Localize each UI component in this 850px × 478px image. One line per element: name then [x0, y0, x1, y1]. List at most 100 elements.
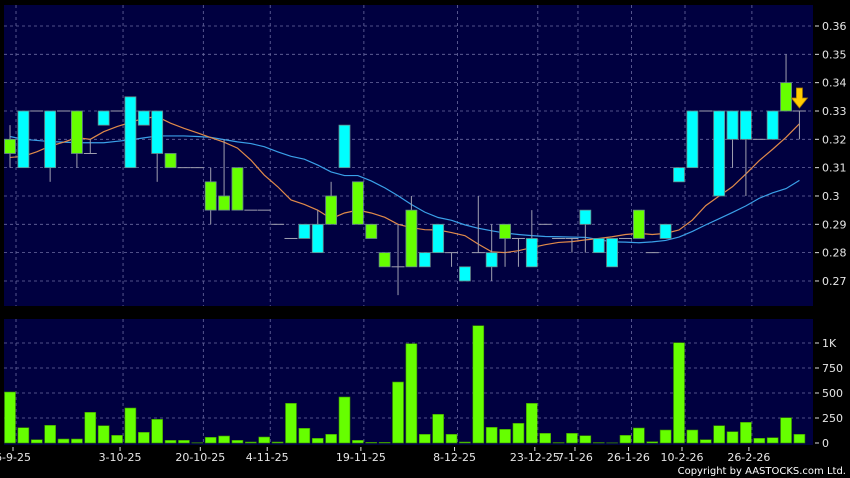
candle-body [137, 110, 150, 126]
candle-body [231, 167, 244, 211]
candle-body [311, 223, 324, 254]
volume-bar [151, 418, 163, 444]
candle [204, 167, 217, 225]
candle-body [351, 181, 364, 225]
volume-bar [245, 441, 257, 444]
candle-body [325, 195, 338, 225]
volume-bar [164, 439, 177, 444]
candle [218, 139, 230, 211]
candle-body [44, 110, 57, 169]
price-tick-label: 0.28 [822, 247, 847, 260]
date-tick-label: 6-9-25 [0, 451, 31, 464]
volume-bar [699, 439, 712, 444]
date-tick-label: 23-12-25 [510, 451, 560, 464]
candle-body [713, 110, 726, 197]
candle [151, 110, 164, 182]
candle [565, 237, 579, 253]
candle-body [459, 266, 471, 282]
volume-bar [740, 421, 752, 444]
date-tick-label: 3-10-25 [99, 451, 142, 464]
volume-bar [566, 432, 578, 444]
date-tick-label: 7-1-26 [557, 451, 593, 464]
candle-body [97, 110, 110, 126]
volume-bar [365, 441, 378, 444]
volume-bar [405, 343, 418, 444]
candle-body [405, 209, 418, 268]
candle [632, 209, 645, 239]
candle-body [686, 110, 699, 169]
candle [44, 110, 57, 182]
date-tick-label: 19-11-25 [336, 451, 386, 464]
volume-bar [298, 427, 311, 444]
candle [137, 110, 150, 126]
volume-bar [218, 435, 230, 444]
candle-body [298, 223, 311, 239]
candle-body [740, 110, 752, 140]
price-tick-label: 0.33 [822, 105, 847, 118]
volume-bar [619, 434, 632, 444]
volume-bar [526, 402, 538, 444]
ma-long-line [9, 135, 800, 244]
candle [471, 195, 485, 254]
candle [17, 110, 30, 169]
volume-bar [418, 433, 431, 444]
candle [499, 223, 511, 267]
volume-bar [646, 441, 659, 444]
volume-bar [271, 441, 284, 444]
volume-tick-label: 250 [822, 412, 843, 425]
price-tick-label: 0.32 [822, 133, 847, 146]
candle [124, 96, 137, 169]
volume-bar [44, 424, 56, 444]
candle-body [579, 209, 592, 225]
candle [511, 237, 525, 267]
candle-body [606, 238, 618, 268]
price-tick-label: 0.3 [822, 190, 840, 203]
axes: 0.27 0.28 0.29 0.3 0.31 0.32 0.33 0.34 0.35 0.36 0… [0, 20, 847, 464]
volume-tick-label: 1K [822, 337, 837, 350]
date-tick-label: 4-11-25 [246, 451, 289, 464]
candle [338, 124, 351, 169]
candle [298, 223, 311, 239]
volume-bar [57, 438, 70, 444]
volume-bar [552, 442, 565, 444]
volume-bar [17, 427, 30, 444]
candle-body [338, 124, 351, 169]
candle [726, 110, 739, 168]
candle-body [418, 252, 431, 268]
volume-bar [392, 381, 404, 444]
candle-body [218, 195, 230, 211]
candle [164, 153, 177, 169]
volume-bar [432, 413, 444, 444]
price-tick-label: 0.34 [822, 77, 847, 90]
volume-bar [204, 436, 217, 444]
candle [766, 110, 779, 140]
volume-bar [71, 438, 83, 444]
candle [432, 223, 445, 254]
volume-bar [97, 425, 110, 444]
volume-bar [659, 429, 672, 444]
volume-bar [4, 391, 16, 444]
candle-body [71, 110, 83, 154]
volume-bar [512, 422, 525, 444]
candle-body [525, 238, 538, 268]
candle-body [164, 153, 177, 169]
volume-tick-label: 0 [822, 437, 829, 450]
candle [592, 238, 605, 254]
volume-bar [592, 442, 605, 444]
volume-bar [766, 437, 779, 444]
volume-bar [780, 417, 792, 444]
volume-bar [539, 432, 552, 444]
volume-bar [793, 433, 806, 444]
candle [525, 210, 538, 268]
candle [780, 54, 792, 112]
candle [97, 110, 110, 126]
candle [418, 252, 431, 268]
candle [740, 110, 752, 196]
volume-tick-label: 500 [822, 387, 843, 400]
volume-bar [124, 407, 137, 444]
volume-bar [338, 396, 351, 444]
volume-bar [111, 434, 123, 444]
candle [365, 223, 378, 239]
volume-bar [325, 433, 337, 444]
volume-bar [285, 402, 297, 444]
